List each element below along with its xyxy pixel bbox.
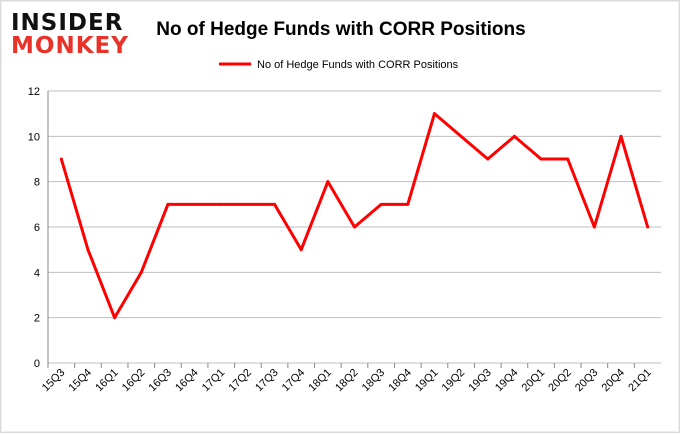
x-tick-label: 16Q3 bbox=[147, 367, 175, 395]
data-point bbox=[406, 202, 410, 206]
y-tick-label: 6 bbox=[34, 222, 40, 234]
logo-line1: INSIDER bbox=[11, 10, 123, 36]
data-point bbox=[619, 134, 623, 138]
x-tick-label: 17Q1 bbox=[200, 367, 228, 395]
data-point bbox=[379, 202, 383, 206]
x-tick-label: 20Q1 bbox=[520, 367, 548, 395]
data-point bbox=[139, 270, 143, 274]
data-point bbox=[486, 157, 490, 161]
data-point bbox=[566, 157, 570, 161]
x-tick-label: 18Q3 bbox=[360, 367, 388, 395]
x-tick-label: 21Q1 bbox=[626, 367, 654, 395]
data-point bbox=[592, 225, 596, 229]
series-line bbox=[59, 112, 650, 320]
x-tick-label: 19Q3 bbox=[466, 367, 494, 395]
x-tick-label: 19Q2 bbox=[440, 367, 468, 395]
y-tick-label: 12 bbox=[28, 86, 40, 98]
data-point bbox=[353, 225, 356, 229]
chart-title: No of Hedge Funds with CORR Positions bbox=[156, 19, 525, 40]
legend-label: No of Hedge Funds with CORR Positions bbox=[257, 59, 459, 71]
y-tick-label: 8 bbox=[34, 177, 40, 189]
data-point bbox=[166, 202, 170, 206]
y-tick-label: 10 bbox=[28, 131, 40, 143]
x-tick-label: 15Q4 bbox=[67, 367, 95, 395]
y-tick-label: 4 bbox=[34, 267, 40, 279]
legend: No of Hedge Funds with CORR Positions bbox=[219, 59, 459, 71]
x-tick-label: 18Q1 bbox=[306, 367, 334, 395]
logo: INSIDER MONKEY bbox=[11, 10, 129, 59]
data-point bbox=[299, 248, 303, 252]
x-tick-label: 20Q2 bbox=[546, 367, 574, 395]
x-tick-label: 20Q4 bbox=[600, 367, 628, 395]
y-tick-label: 0 bbox=[34, 358, 40, 370]
x-tick-label: 17Q2 bbox=[226, 367, 254, 395]
x-tick-label: 20Q3 bbox=[573, 367, 601, 395]
data-point bbox=[326, 180, 330, 184]
x-tick-label: 16Q1 bbox=[93, 367, 121, 395]
x-tick-label: 15Q3 bbox=[40, 367, 68, 395]
x-tick-label: 18Q2 bbox=[333, 367, 361, 395]
x-tick-label: 16Q2 bbox=[120, 367, 148, 395]
x-tick-label: 19Q1 bbox=[413, 367, 441, 395]
data-point bbox=[432, 112, 436, 116]
data-point bbox=[512, 134, 516, 138]
x-tick-label: 17Q4 bbox=[280, 367, 308, 395]
x-tick-label: 16Q4 bbox=[173, 367, 201, 395]
data-point bbox=[86, 248, 90, 252]
x-tick-label: 18Q4 bbox=[386, 367, 414, 395]
data-point bbox=[59, 157, 63, 161]
logo-line2: MONKEY bbox=[11, 33, 129, 59]
data-point bbox=[113, 316, 117, 320]
data-point bbox=[219, 202, 223, 206]
data-point bbox=[459, 134, 463, 138]
data-point bbox=[193, 202, 197, 206]
x-tick-label: 19Q4 bbox=[493, 367, 521, 395]
y-tick-label: 2 bbox=[34, 313, 40, 325]
x-tick-label: 17Q3 bbox=[253, 367, 281, 395]
data-point bbox=[646, 225, 650, 229]
data-point bbox=[539, 157, 543, 161]
data-point bbox=[273, 202, 277, 206]
data-point bbox=[246, 202, 250, 206]
